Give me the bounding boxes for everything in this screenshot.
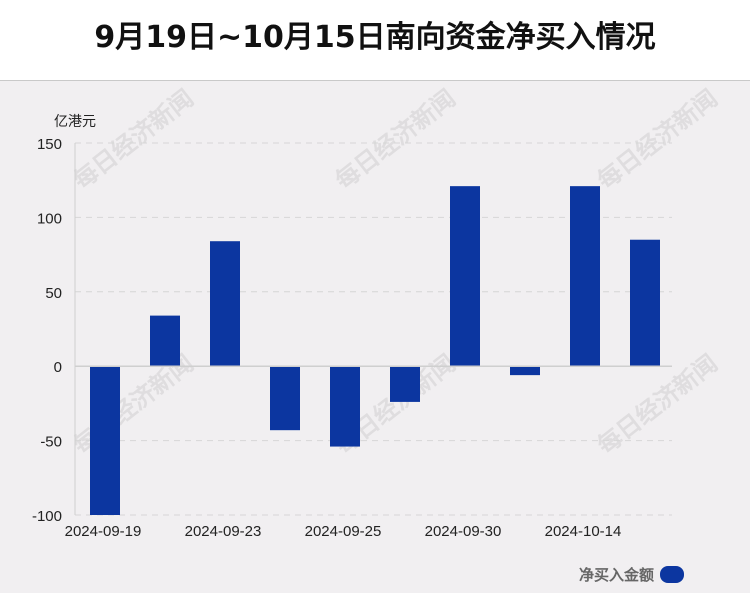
legend-swatch [660, 565, 684, 583]
x-tick-label: 2024-09-30 [425, 523, 502, 540]
y-axis-unit: 亿港元 [54, 114, 96, 130]
x-tick-label: 2024-09-19 [65, 523, 142, 540]
bar [150, 315, 180, 367]
legend-label: 净买入金额 [578, 565, 654, 584]
y-tick-label: -100 [32, 508, 62, 525]
x-tick-label: 2024-10-14 [545, 523, 622, 540]
y-tick-label: -50 [40, 434, 62, 451]
bar [570, 186, 600, 367]
bar [270, 366, 300, 431]
x-tick-label: 2024-09-25 [305, 523, 382, 540]
bar [90, 366, 120, 515]
bar [450, 186, 480, 367]
bar [510, 366, 540, 376]
y-tick-label: 50 [45, 285, 62, 302]
x-tick-label: 2024-09-23 [185, 523, 262, 540]
bar [330, 366, 360, 447]
y-tick-label: 150 [37, 136, 62, 153]
bar [390, 366, 420, 402]
title-bar: 9月19日~10月15日南向资金净买入情况 [0, 0, 750, 81]
y-tick-label: 0 [54, 359, 62, 376]
bar [630, 239, 660, 367]
y-tick-label: 100 [37, 210, 62, 227]
chart-title: 9月19日~10月15日南向资金净买入情况 [94, 20, 656, 55]
legend: 净买入金额 [579, 564, 684, 584]
bar [210, 241, 240, 367]
